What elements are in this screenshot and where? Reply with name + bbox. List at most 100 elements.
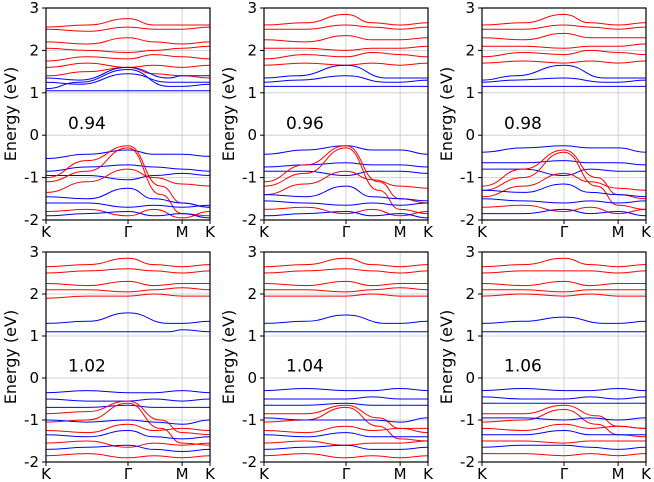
band-line-red: [46, 45, 210, 54]
band-line-red: [264, 268, 428, 274]
band-line-red: [264, 170, 428, 196]
band-line-blue: [264, 75, 428, 83]
band-line-red: [482, 43, 646, 49]
band-line-red: [264, 13, 428, 26]
x-tick-label: Γ: [124, 223, 133, 241]
band-line-red: [264, 287, 428, 293]
band-line-red: [264, 453, 428, 459]
band-line-red: [264, 45, 428, 51]
band-line-blue: [46, 202, 210, 208]
y-tick-label: 2: [247, 41, 257, 59]
y-tick-label: -2: [460, 211, 475, 229]
band-line-red: [482, 280, 646, 287]
x-tick-label: Γ: [342, 465, 351, 482]
band-line-blue: [264, 145, 428, 155]
y-tick-label: -1: [24, 411, 39, 429]
band-line-red: [482, 293, 646, 297]
band-line-red: [46, 440, 210, 448]
band-line-blue: [264, 402, 428, 406]
band-line-red: [46, 168, 210, 193]
y-tick-label: 0: [465, 126, 475, 144]
x-tick-label: M: [612, 223, 625, 241]
y-tick-label: -1: [242, 169, 257, 187]
band-line-blue: [482, 429, 646, 436]
band-line-blue: [482, 417, 646, 421]
y-tick-label: 1: [247, 327, 257, 345]
band-line-blue: [46, 66, 210, 81]
band-line-blue: [482, 160, 646, 166]
band-line-red: [482, 13, 646, 26]
band-line-red: [46, 26, 210, 32]
x-tick-label: K: [423, 465, 434, 482]
y-tick-label: 2: [29, 285, 39, 303]
y-tick-label: -2: [24, 211, 39, 229]
y-tick-label: -2: [242, 211, 257, 229]
panel-value-label: 0.98: [504, 114, 542, 134]
y-tick-label: -2: [242, 453, 257, 471]
band-line-red: [264, 62, 428, 66]
band-line-blue: [46, 419, 210, 425]
y-tick-label: 1: [29, 327, 39, 345]
x-tick-label: K: [641, 223, 652, 241]
band-line-blue: [482, 183, 646, 198]
band-line-red: [46, 18, 210, 28]
band-line-red: [482, 289, 646, 293]
band-line-red: [482, 24, 646, 30]
band-line-blue: [264, 396, 428, 400]
band-line-red: [46, 453, 210, 459]
band-line-red: [482, 204, 646, 215]
panel-value-label: 0.96: [286, 114, 324, 134]
band-line-blue: [482, 396, 646, 400]
bands: [46, 257, 210, 459]
band-line-blue: [264, 170, 428, 177]
y-tick-label: 3: [29, 0, 39, 17]
y-tick-label: -1: [242, 411, 257, 429]
y-tick-label: 0: [29, 126, 39, 144]
x-tick-label: Γ: [124, 465, 133, 482]
band-line-blue: [482, 198, 646, 204]
band-line-red: [482, 453, 646, 457]
band-line-red: [482, 440, 646, 444]
x-tick-label: M: [394, 465, 407, 482]
band-line-red: [482, 49, 646, 58]
band-line-blue: [46, 444, 210, 453]
x-tick-label: K: [259, 223, 270, 241]
y-tick-label: 1: [465, 84, 475, 102]
band-line-red: [46, 54, 210, 62]
band-line-blue: [46, 398, 210, 402]
y-tick-label: 0: [247, 369, 257, 387]
y-tick-label: -1: [460, 169, 475, 187]
band-line-blue: [264, 444, 428, 450]
band-line-red: [482, 257, 646, 268]
band-line-red: [46, 208, 210, 219]
band-line-red: [264, 24, 428, 30]
band-line-red: [46, 400, 210, 436]
bands: [482, 257, 646, 457]
band-line-red: [482, 151, 646, 210]
y-tick-label: 1: [247, 84, 257, 102]
band-line-red: [482, 172, 646, 198]
y-tick-label: 2: [29, 41, 39, 59]
band-line-red: [264, 440, 428, 446]
band-line-red: [46, 62, 210, 68]
band-line-red: [46, 37, 210, 45]
y-tick-label: 2: [465, 41, 475, 59]
band-line-blue: [264, 210, 428, 219]
band-line-red: [46, 287, 210, 293]
band-line-blue: [264, 387, 428, 392]
band-line-red: [264, 35, 428, 43]
x-tick-label: K: [477, 465, 488, 482]
band-line-red: [46, 280, 210, 287]
y-tick-label: 1: [29, 84, 39, 102]
y-axis-label: Energy (eV): [437, 67, 456, 161]
band-line-red: [46, 402, 210, 446]
bands: [482, 13, 646, 217]
band-line-red: [264, 280, 428, 287]
band-line-red: [46, 293, 210, 299]
band-line-blue: [482, 145, 646, 153]
